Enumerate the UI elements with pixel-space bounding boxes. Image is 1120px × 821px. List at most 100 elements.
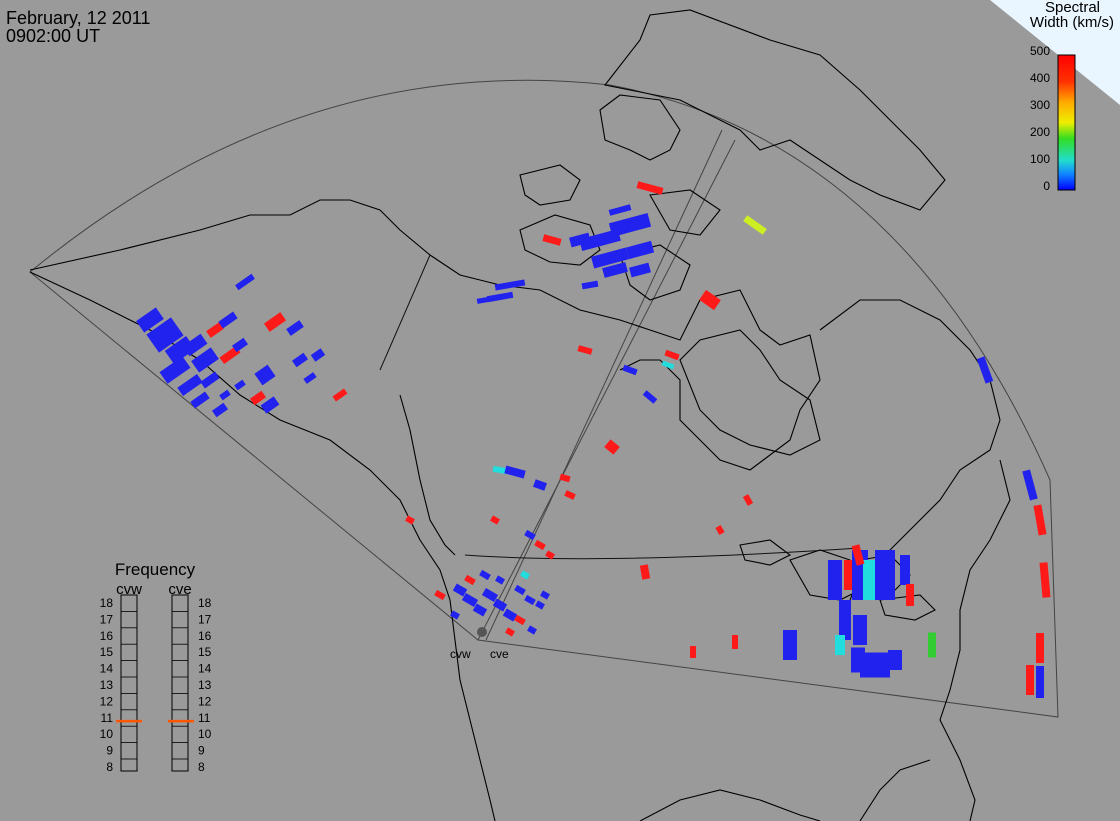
frequency-col-cve: cve	[168, 581, 191, 598]
echo-cell	[452, 583, 468, 597]
fov-boundary-cve	[485, 129, 723, 641]
echo-cell	[191, 347, 219, 373]
echo-cell	[535, 600, 545, 610]
echo-cell	[532, 479, 548, 491]
echo-cell	[851, 544, 865, 566]
echo-cell	[505, 627, 515, 637]
echo-cell	[492, 598, 508, 612]
frequency-tick-label: 8	[198, 760, 205, 774]
colorbar: Spectral Width (km/s) 500 400 300 200 100 0	[1030, 0, 1114, 193]
colorbar-title-1: Spectral	[1045, 0, 1100, 16]
time-label: 0902:00 UT	[6, 26, 100, 46]
fov-boundary-cvw	[477, 139, 736, 641]
echo-cell	[625, 240, 655, 260]
colorbar-title-2: Width (km/s)	[1030, 14, 1114, 31]
echo-cell	[579, 229, 621, 251]
echo-cell	[875, 550, 895, 600]
echo-cell	[639, 564, 651, 580]
echo-cell	[494, 279, 526, 291]
echo-cell	[976, 356, 994, 384]
frequency-tick-label: 18	[198, 596, 212, 610]
frequency-tick-label: 11	[198, 711, 211, 725]
radar-site-marker	[477, 627, 487, 637]
echo-cell	[182, 333, 208, 357]
frequency-tick-label: 12	[198, 694, 212, 708]
echo-cell	[286, 320, 304, 336]
echo-cell	[206, 322, 224, 338]
echo-cell	[472, 603, 488, 617]
echo-cell	[1036, 633, 1044, 663]
echo-cell	[263, 312, 287, 332]
echo-cell	[591, 247, 629, 269]
echo-cell	[602, 262, 628, 278]
echo-cell	[629, 262, 651, 278]
echo-cell	[636, 181, 664, 195]
echo-cell	[732, 635, 738, 649]
echo-cell	[608, 204, 632, 216]
frequency-tick-label: 15	[198, 645, 212, 659]
fov-outline	[29, 79, 1059, 718]
echo-cell	[1026, 665, 1034, 695]
frequency-title: Frequency	[115, 560, 196, 579]
echo-cell	[231, 337, 249, 353]
echo-cell	[310, 348, 326, 362]
coastlines	[29, 9, 1011, 821]
frequency-tick-label: 10	[198, 727, 212, 741]
echo-cell	[664, 349, 680, 361]
echo-cell	[218, 311, 238, 329]
echo-cell	[461, 593, 479, 607]
echo-cell	[504, 465, 526, 479]
echo-cell	[332, 388, 348, 402]
station-label-cvw: cvw	[450, 647, 471, 661]
colorbar-tick-label: 0	[1043, 179, 1050, 193]
echo-cell	[159, 356, 191, 384]
frequency-tick-label: 8	[106, 760, 113, 774]
echo-cell	[524, 529, 536, 541]
echo-cell	[900, 555, 910, 585]
frequency-tick-label: 17	[198, 612, 212, 626]
echo-cell	[260, 396, 280, 414]
frequency-tick-label: 12	[100, 694, 114, 708]
frequency-tick-label: 9	[106, 744, 113, 758]
frequency-tick-label: 16	[100, 629, 114, 643]
echo-cell	[303, 372, 317, 384]
echo-cell	[254, 364, 276, 386]
echo-cell	[476, 296, 494, 304]
echo-cell	[542, 234, 562, 246]
frequency-tick-label: 14	[100, 662, 114, 676]
frequency-panel: Frequency cvw cve 18 18 17 17 16 16 15 15 14 14 13…	[100, 560, 212, 774]
date-label: February, 12 2011	[6, 8, 150, 28]
echo-cell	[527, 625, 537, 635]
echo-cell	[235, 273, 255, 291]
colorbar-tick-label: 300	[1030, 98, 1050, 112]
echo-cell	[1039, 562, 1051, 598]
echo-cell	[1022, 469, 1038, 501]
echo-cell	[604, 439, 620, 455]
echo-cell	[608, 213, 652, 237]
echo-cell	[860, 652, 890, 678]
echo-cell	[514, 584, 526, 596]
echo-cell	[219, 389, 231, 401]
echo-cell	[661, 360, 675, 370]
frequency-tick-label: 10	[100, 727, 114, 741]
echo-cell	[835, 635, 845, 655]
frequency-tick-label: 17	[100, 612, 114, 626]
echo-cell	[534, 539, 546, 551]
frequency-box-cve	[171, 594, 189, 772]
echo-cell	[177, 374, 203, 396]
echo-cell	[715, 525, 725, 535]
frequency-tick-label: 14	[198, 662, 212, 676]
echo-cell	[479, 569, 491, 581]
colorbar-tick-label: 500	[1030, 44, 1050, 58]
frequency-col-cvw: cvw	[116, 581, 142, 598]
echo-cell	[888, 650, 902, 670]
echo-cell	[146, 317, 184, 353]
echo-cell	[564, 490, 576, 500]
frequency-tick-label: 15	[100, 645, 114, 659]
echo-cell	[219, 345, 241, 365]
echo-cell	[450, 610, 460, 620]
echo-cell	[828, 560, 842, 600]
echo-cell	[853, 615, 867, 645]
